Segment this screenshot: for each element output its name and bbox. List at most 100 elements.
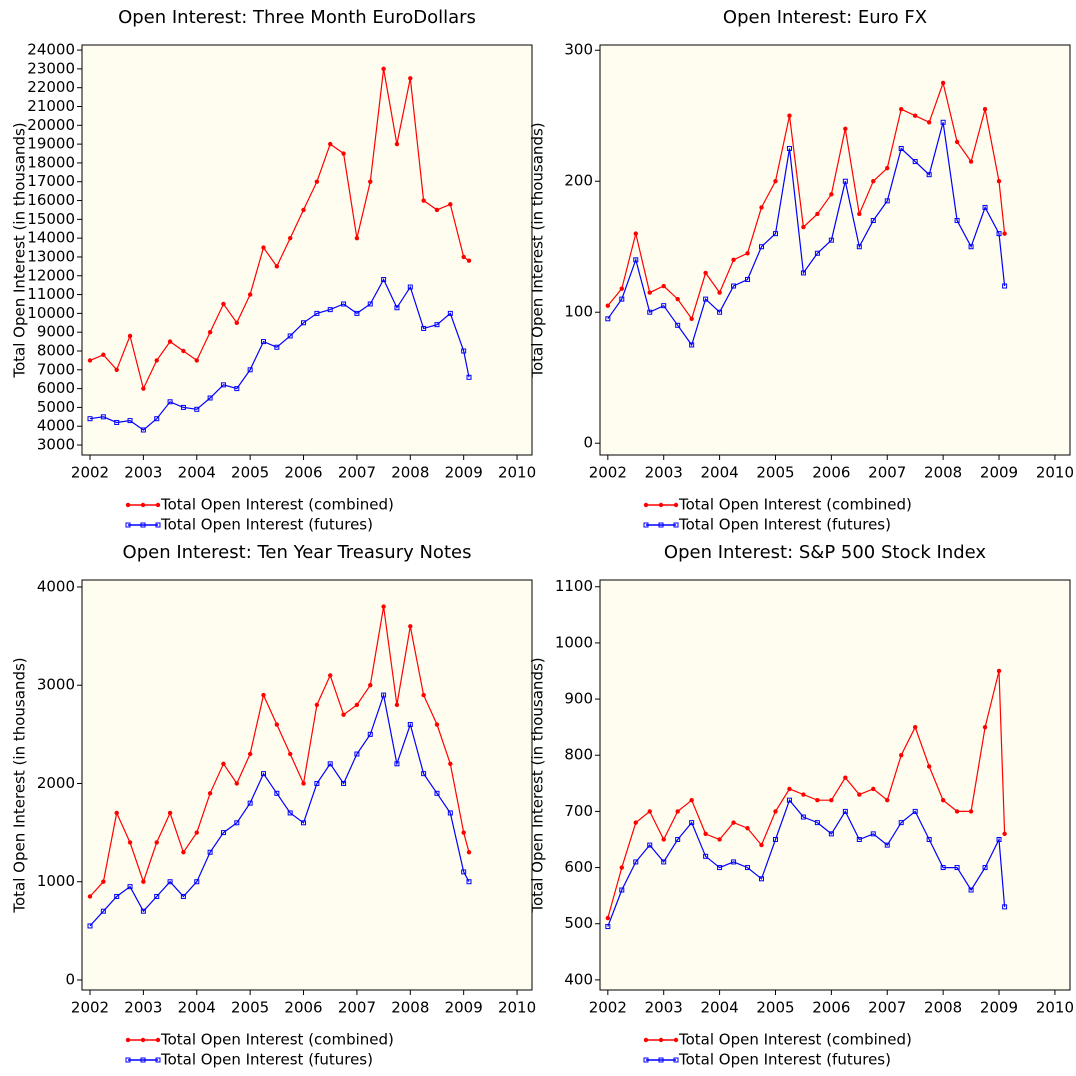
marker: [842, 178, 848, 184]
marker: [448, 202, 453, 207]
marker: [181, 348, 186, 354]
marker: [982, 204, 988, 210]
marker: [926, 120, 932, 125]
marker: [658, 522, 664, 528]
x-tick-label: 2008: [391, 999, 429, 1017]
marker: [234, 820, 240, 826]
marker: [658, 1037, 664, 1043]
y-tick-label: 3000: [37, 676, 75, 694]
x-tick-label: 2010: [498, 464, 536, 482]
y-tick-label: 4000: [37, 577, 75, 595]
x-tick-label: 2003: [124, 464, 162, 482]
marker: [829, 797, 834, 803]
marker: [394, 761, 400, 767]
marker: [341, 151, 346, 156]
y-tick-label: 0: [583, 434, 593, 452]
marker: [301, 781, 306, 786]
marker: [247, 800, 253, 806]
marker: [167, 879, 173, 885]
marker: [466, 850, 472, 855]
x-tick-label: 2004: [701, 464, 739, 482]
marker: [675, 836, 681, 842]
marker: [898, 820, 904, 826]
marker: [829, 192, 834, 197]
marker: [274, 722, 280, 727]
y-tick-label: 6000: [37, 379, 75, 397]
x-tick-label: 2005: [756, 464, 794, 482]
marker: [885, 165, 890, 171]
marker: [434, 790, 440, 796]
y-tick-label: 3000: [37, 436, 75, 454]
marker: [461, 348, 467, 354]
marker: [828, 831, 834, 837]
plot-area: [599, 579, 1071, 991]
marker: [926, 172, 932, 178]
marker: [220, 830, 226, 836]
marker: [194, 358, 199, 363]
marker: [247, 751, 253, 757]
marker: [815, 797, 820, 803]
marker: [100, 414, 106, 420]
marker: [220, 382, 226, 388]
chart-title: Open Interest: Euro FX: [723, 7, 927, 28]
legend-entry: Total Open Interest (combined): [643, 496, 912, 514]
y-tick-label: 1100: [555, 577, 593, 595]
marker: [141, 386, 146, 391]
marker: [167, 810, 173, 816]
marker: [261, 245, 266, 250]
marker: [857, 792, 862, 797]
marker: [926, 836, 932, 842]
marker: [181, 850, 186, 855]
marker: [884, 198, 890, 204]
marker: [800, 814, 806, 820]
y-tick-label: 0: [65, 970, 75, 988]
marker: [643, 1037, 649, 1043]
legend-label: Total Open Interest (futures): [678, 1051, 891, 1069]
marker: [381, 277, 387, 283]
marker: [673, 522, 679, 528]
marker: [619, 286, 624, 291]
legend-entry: Total Open Interest (combined): [125, 496, 394, 514]
legend-entry: Total Open Interest (futures): [643, 516, 891, 534]
x-tick-label: 2002: [71, 999, 109, 1017]
marker: [786, 797, 792, 803]
marker: [899, 106, 904, 112]
x-tick-label: 2010: [1036, 999, 1074, 1017]
marker: [996, 231, 1002, 237]
marker: [381, 692, 387, 698]
marker: [167, 339, 173, 344]
y-tick-label: 300: [564, 41, 593, 59]
marker: [421, 692, 426, 698]
marker: [658, 1057, 664, 1063]
x-tick-label: 2007: [338, 464, 376, 482]
marker: [996, 668, 1002, 674]
marker: [221, 301, 226, 307]
marker: [368, 683, 373, 688]
marker: [421, 198, 426, 203]
marker: [87, 923, 93, 929]
marker: [801, 224, 806, 230]
y-tick-label: 100: [564, 303, 593, 321]
marker: [140, 908, 146, 914]
marker: [1002, 283, 1008, 289]
legend-label: Total Open Interest (futures): [160, 516, 373, 534]
x-tick-label: 2010: [498, 999, 536, 1017]
marker: [140, 1037, 146, 1043]
marker: [207, 791, 213, 796]
legend-entry: Total Open Interest (combined): [125, 1031, 394, 1049]
marker: [367, 301, 373, 307]
marker: [912, 724, 918, 730]
legend-entry: Total Open Interest (futures): [125, 516, 373, 534]
marker: [643, 522, 649, 528]
marker: [828, 237, 834, 243]
marker: [619, 887, 625, 893]
marker: [661, 283, 666, 289]
marker: [954, 809, 960, 814]
marker: [381, 66, 386, 72]
legend-entry: Total Open Interest (futures): [125, 1051, 373, 1069]
marker: [314, 310, 320, 316]
marker: [328, 673, 333, 678]
y-tick-label: 19000: [27, 135, 75, 153]
x-tick-label: 2005: [756, 999, 794, 1017]
